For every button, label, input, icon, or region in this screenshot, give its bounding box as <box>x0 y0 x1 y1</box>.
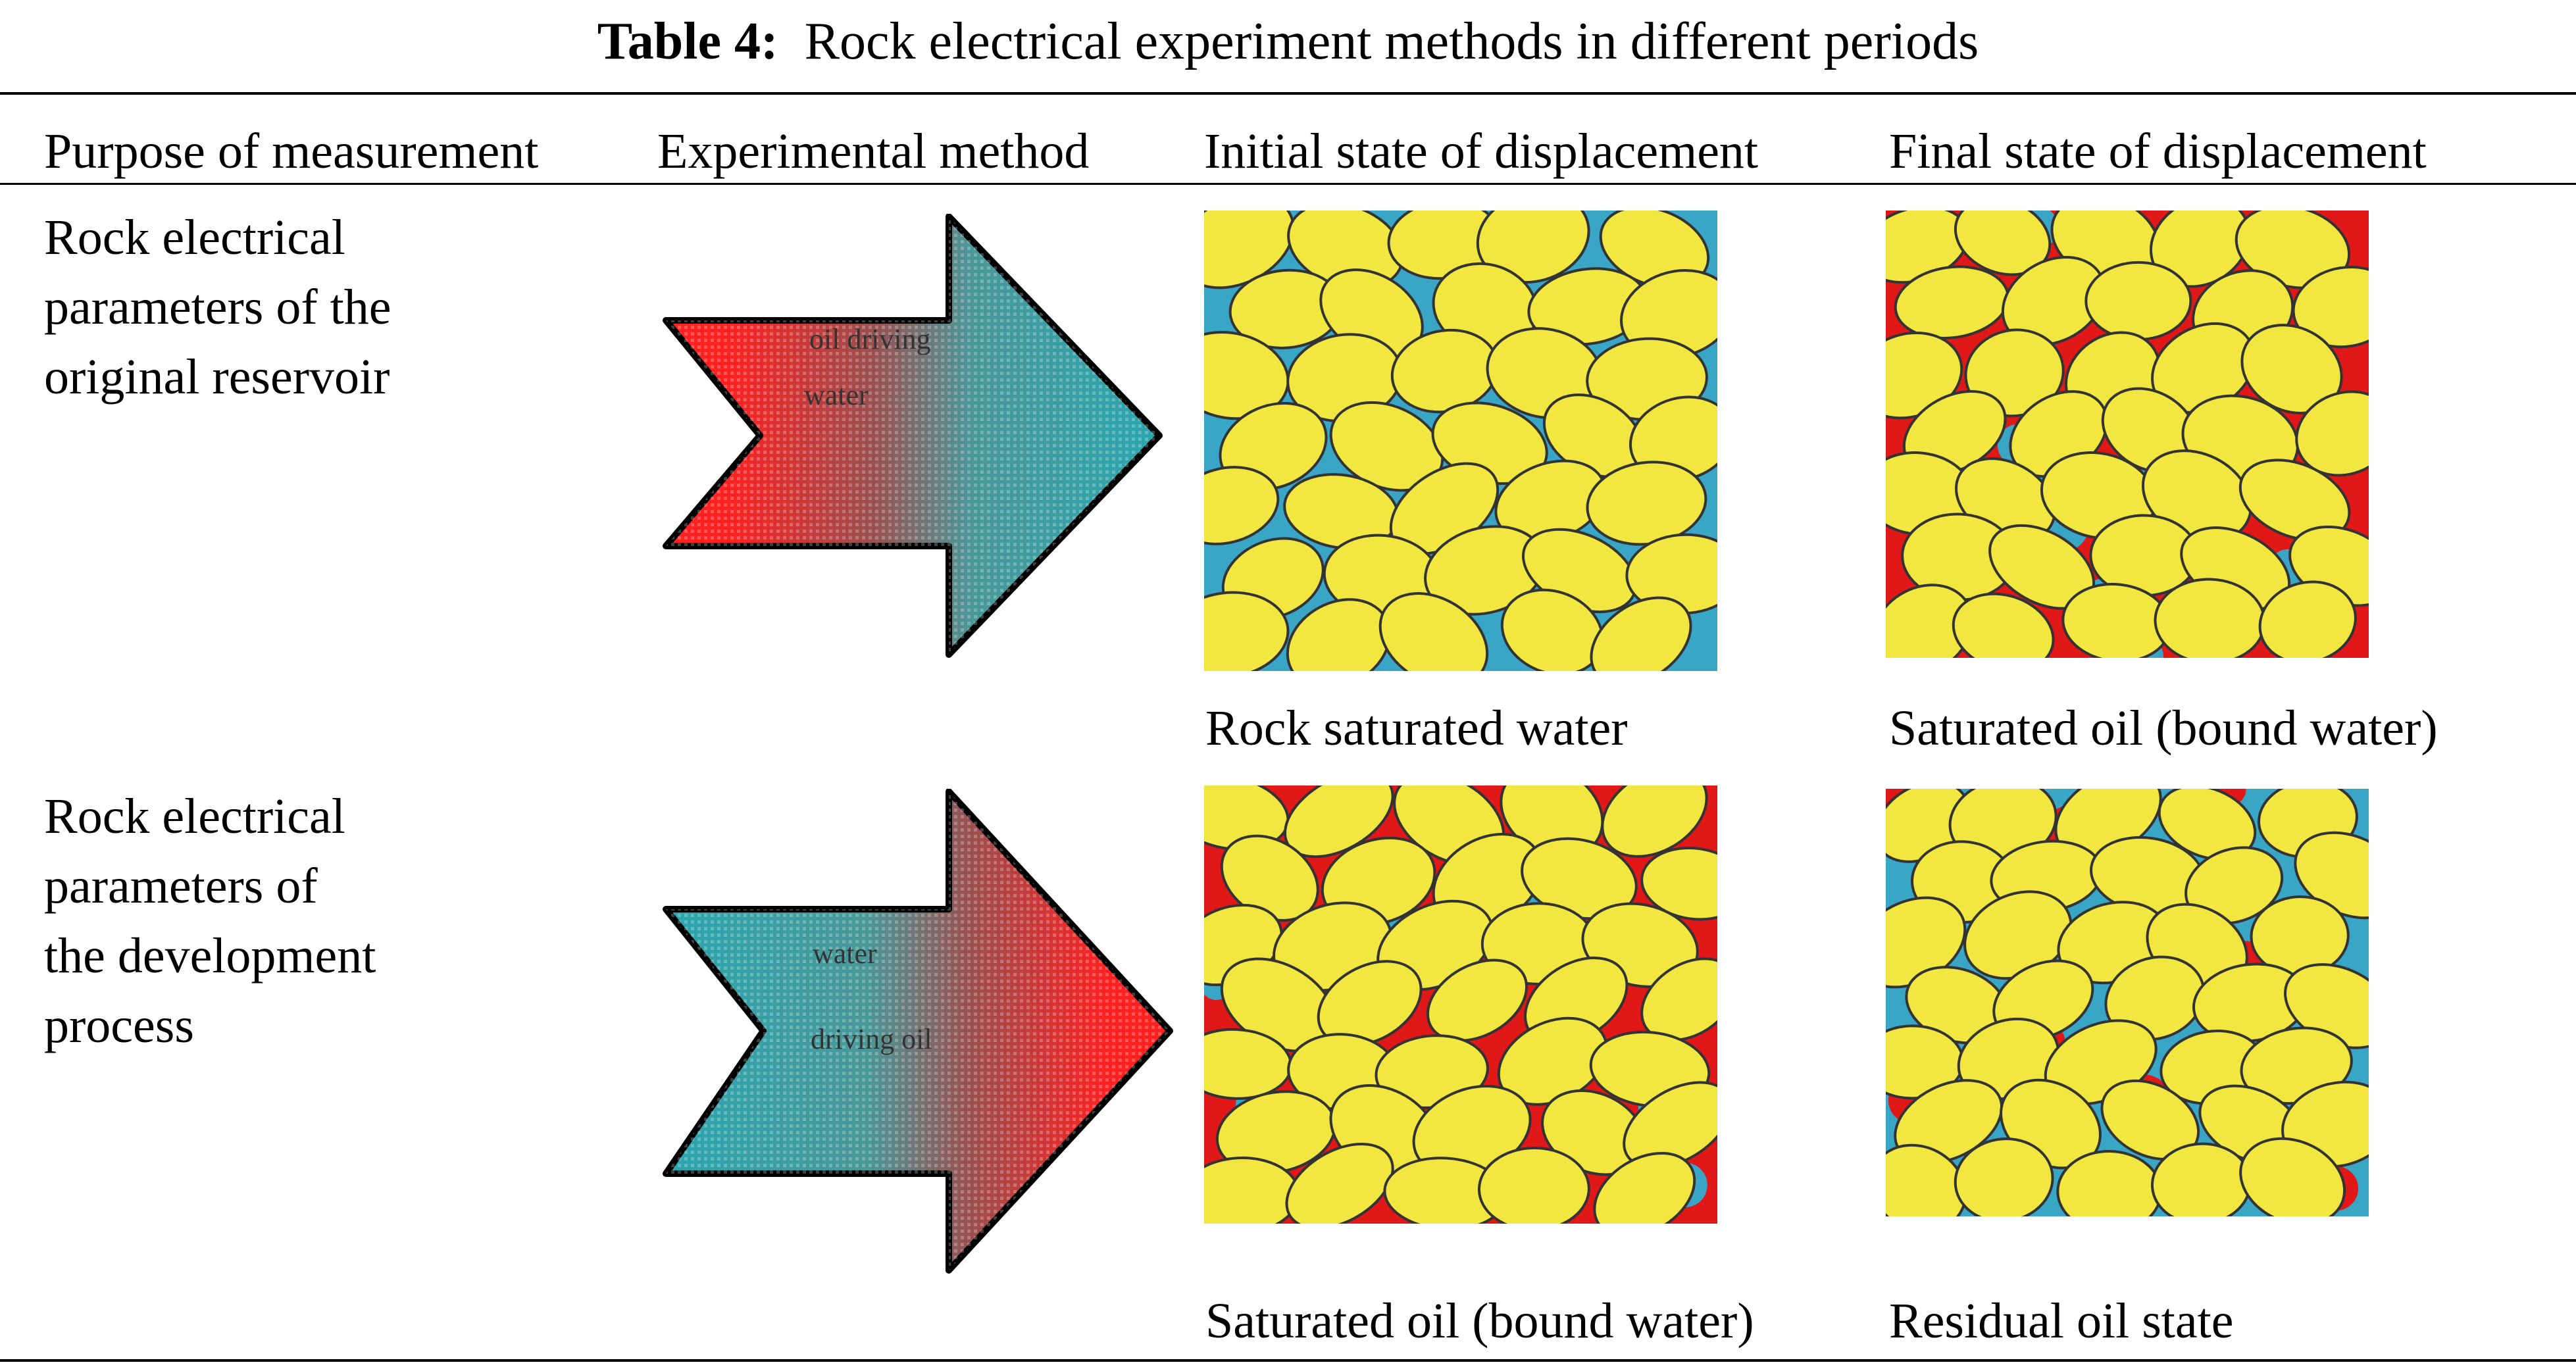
header-rule <box>0 183 2576 185</box>
sand-grain <box>1476 211 1590 284</box>
final-state-image-saturated-oil <box>1886 211 2369 658</box>
sand-grain <box>1426 959 1528 1042</box>
row-1-initial-caption: Rock saturated water <box>1205 701 1628 756</box>
top-rule <box>0 92 2576 95</box>
arrow-text: driving oil <box>811 1023 932 1055</box>
sand-grain <box>2238 459 2351 541</box>
sand-grain <box>1954 1137 2054 1216</box>
sand-grain <box>1954 211 2052 276</box>
sand-grain <box>2185 846 2284 925</box>
final-state-image-residual-oil <box>1886 789 2369 1216</box>
column-header-final: Final state of displacement <box>1889 124 2427 179</box>
row-1-purpose: Rock electrical parameters of the original… <box>44 210 391 405</box>
sand-grain <box>1204 466 1280 545</box>
sand-grain <box>1640 847 1717 921</box>
sand-grain <box>1317 960 1423 1047</box>
sand-grain <box>1477 1146 1590 1224</box>
sand-grain <box>1640 957 1717 1042</box>
sand-grain <box>1886 1143 1967 1216</box>
sand-grain <box>2104 955 2206 1041</box>
initial-state-image-saturated-oil <box>1204 785 1717 1224</box>
sand-grain <box>2292 265 2369 349</box>
sand-grain <box>1285 1142 1394 1224</box>
sand-grain <box>1593 1151 1696 1224</box>
sand-grain <box>1204 591 1290 671</box>
sand-grain <box>1378 592 1489 671</box>
row-2-final-caption: Residual oil state <box>1889 1293 2234 1349</box>
sand-grain <box>1599 211 1710 289</box>
bottom-rule <box>0 1359 2576 1362</box>
arrow-text: oil driving <box>809 323 931 355</box>
arrow-text: water <box>813 937 877 970</box>
arrow-text: water <box>804 379 869 411</box>
sand-grain <box>1601 785 1708 858</box>
sand-grain <box>1590 596 1692 671</box>
row-2-initial-caption: Saturated oil (bound water) <box>1205 1293 1754 1349</box>
sand-grain <box>2158 789 2257 861</box>
sand-grain <box>2084 261 2192 341</box>
sand-grain <box>2295 390 2369 477</box>
row-2-purpose: Rock electrical parameters of the developm… <box>44 789 376 1053</box>
sand-grain <box>2239 1137 2346 1216</box>
sand-grain <box>1952 592 2055 658</box>
row-1-final-caption: Saturated oil (bound water) <box>1889 701 2438 756</box>
column-header-initial: Initial state of displacement <box>1204 124 1759 179</box>
column-header-method: Experimental method <box>657 124 1090 179</box>
table-title: Table 4: Rock electrical experiment meth… <box>597 12 1979 70</box>
sand-grain <box>1623 1081 1717 1170</box>
oil-driving-water-arrow: oil driving water <box>663 214 1163 658</box>
water-driving-oil-arrow: water driving oil <box>663 789 1173 1274</box>
sand-grain <box>2258 580 2357 658</box>
initial-state-image-rock-saturated-water <box>1204 211 1717 671</box>
column-header-purpose: Purpose of measurement <box>44 124 539 179</box>
